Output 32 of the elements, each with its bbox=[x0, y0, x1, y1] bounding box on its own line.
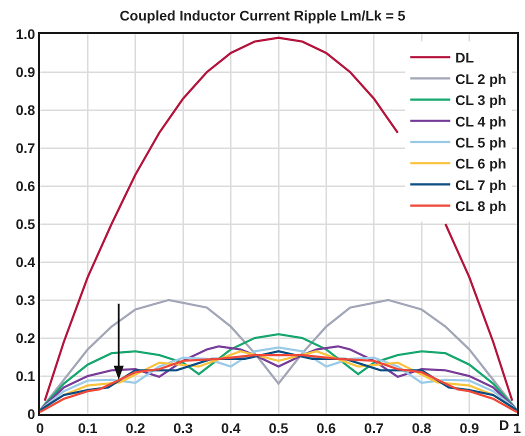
y-tick-label: 0.1 bbox=[16, 368, 36, 384]
legend-label: CL 6 ph bbox=[455, 156, 506, 172]
x-tick-label: 0.1 bbox=[78, 420, 98, 436]
legend-label: CL 3 ph bbox=[455, 92, 506, 108]
y-tick-label: 0.6 bbox=[16, 178, 36, 194]
x-tick-label: 0.3 bbox=[173, 420, 194, 436]
legend-label: CL 2 ph bbox=[455, 70, 506, 87]
x-tick-label: 1 bbox=[513, 420, 522, 436]
legend-label: CL 7 ph bbox=[455, 176, 506, 193]
x-tick-label: 0.4 bbox=[221, 420, 241, 436]
y-tick-label: 0.7 bbox=[16, 140, 36, 156]
y-tick-label: 0.9 bbox=[16, 64, 36, 80]
y-tick-label: 1.0 bbox=[16, 26, 36, 42]
legend-label: CL 5 ph bbox=[455, 134, 506, 150]
x-tick-label: 0.5 bbox=[268, 420, 288, 436]
y-tick-label: 0 bbox=[27, 406, 36, 422]
x-tick-label: 0.8 bbox=[412, 420, 432, 436]
x-tick-label: 0.9 bbox=[460, 420, 480, 436]
line-series bbox=[40, 298, 517, 412]
legend-label: CL 4 ph bbox=[455, 113, 506, 130]
chart-title: Coupled Inductor Current Ripple Lm/Lk = 5 bbox=[120, 8, 406, 24]
legend-label: CL 8 ph bbox=[455, 198, 506, 214]
y-tick-label: 0.8 bbox=[16, 102, 36, 118]
x-tick-label: 0.7 bbox=[364, 420, 384, 436]
y-tick-label: 0.5 bbox=[16, 216, 36, 232]
y-tick-label: 0.3 bbox=[16, 292, 36, 308]
y-tick-label: 0.2 bbox=[16, 330, 36, 346]
x-axis-title: D bbox=[499, 417, 510, 433]
x-tick-label: 0.6 bbox=[316, 420, 336, 436]
legend-label: DL bbox=[455, 50, 474, 66]
x-tick-label: 0.2 bbox=[126, 420, 146, 436]
y-tick-label: 0.4 bbox=[16, 254, 36, 270]
